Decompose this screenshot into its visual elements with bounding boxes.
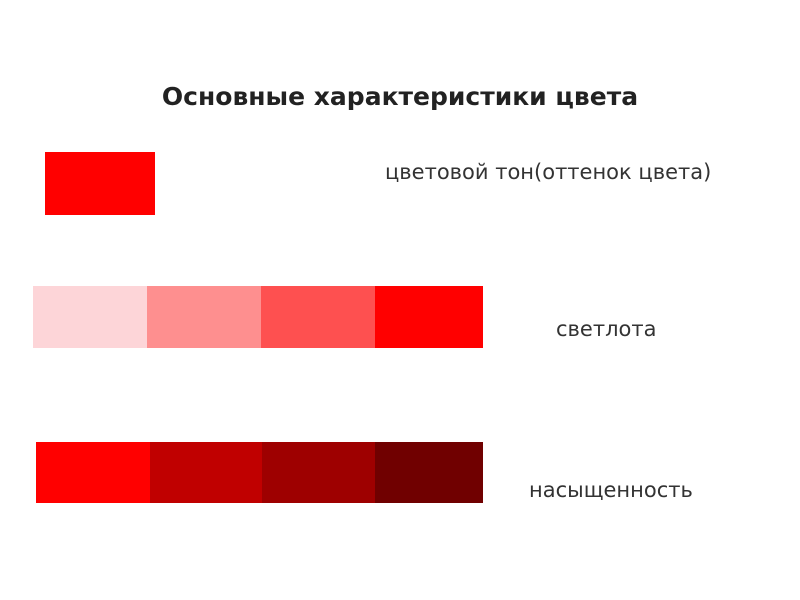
lightness-label: светлота xyxy=(556,317,657,341)
hue-label: цветовой тон(оттенок цвета) xyxy=(385,160,712,184)
lightness-swatch xyxy=(375,286,483,348)
saturation-swatch xyxy=(36,442,150,503)
saturation-swatch xyxy=(375,442,483,503)
lightness-swatch xyxy=(33,286,147,348)
hue-swatch xyxy=(45,152,155,215)
lightness-swatch xyxy=(261,286,375,348)
lightness-swatch xyxy=(147,286,261,348)
title: Основные характеристики цвета xyxy=(161,82,639,111)
saturation-label: насыщенность xyxy=(529,478,693,502)
saturation-swatch xyxy=(150,442,262,503)
saturation-swatch xyxy=(262,442,375,503)
